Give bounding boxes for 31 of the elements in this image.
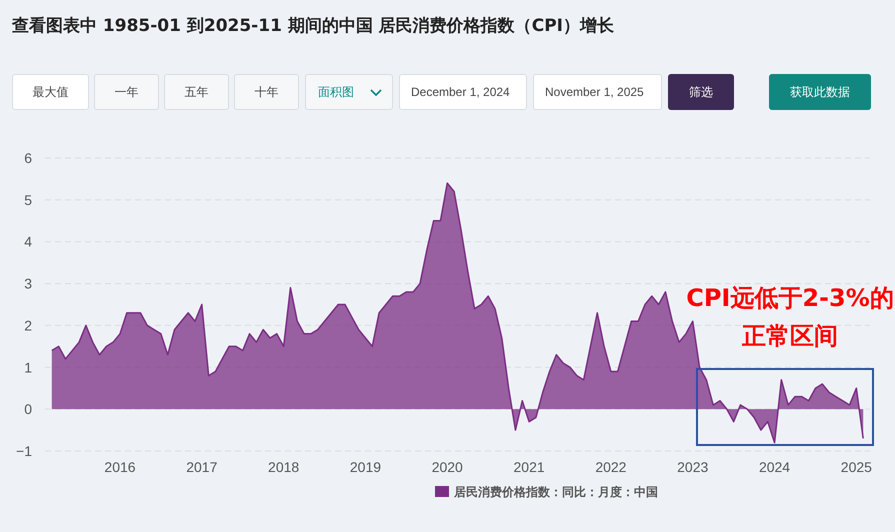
y-tick-label: −1 (16, 443, 32, 459)
text: 一年 (94, 74, 159, 110)
x-tick-label: 2023 (677, 459, 709, 475)
y-tick-label: 1 (24, 359, 32, 376)
x-tick-label: 2016 (104, 459, 136, 475)
y-tick-label: 2 (24, 317, 32, 334)
y-tick-label: 3 (24, 276, 32, 292)
annotation: 正常区间 (741, 322, 838, 350)
y-tick-label: 0 (24, 401, 32, 418)
text: November 1, 2025 (533, 74, 662, 110)
text: 五年 (164, 74, 229, 110)
text: 面积图 (305, 74, 393, 110)
x-tick-label: 2020 (432, 459, 464, 475)
text: 十年 (234, 74, 299, 110)
annotation: CPI远低于2-3%的 (686, 284, 894, 312)
text: 最大值 (12, 74, 89, 110)
text: 筛选 (668, 74, 734, 110)
x-tick-label: 2018 (268, 459, 300, 475)
x-tick-label: 2024 (758, 459, 790, 475)
text: December 1, 2024 (399, 74, 527, 110)
x-tick-label: 2021 (514, 459, 545, 475)
y-tick-label: 4 (24, 234, 32, 250)
x-tick-label: 2017 (186, 459, 218, 475)
legend-label: 居民消费价格指数：同比：月度：中国 (453, 485, 658, 499)
x-tick-label: 2025 (840, 459, 872, 475)
x-tick-label: 2019 (350, 459, 382, 475)
text: 获取此数据 (769, 74, 871, 110)
y-tick-label: 6 (24, 150, 32, 166)
chart-title: 查看图表中 1985-01 到2025-11 期间的中国 居民消费价格指数（CPI）增长 (12, 15, 614, 37)
x-tick-label: 2022 (595, 459, 627, 475)
y-tick-label: 5 (24, 192, 32, 208)
